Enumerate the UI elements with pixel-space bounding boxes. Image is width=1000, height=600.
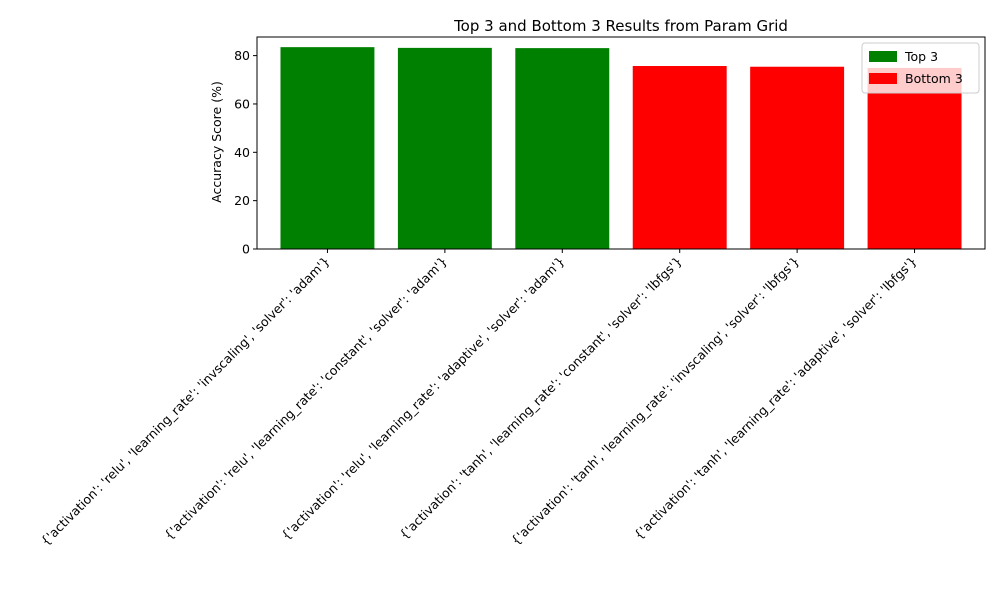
x-tick-label: {'activation': 'tanh', 'learning_rate': … [631, 254, 920, 543]
bar-top-2 [515, 48, 610, 250]
y-tick-label: 40 [234, 145, 250, 160]
legend-swatch-top [869, 51, 897, 62]
legend-label-bottom: Bottom 3 [905, 71, 963, 86]
bar-bottom-3 [632, 66, 727, 249]
bar-bottom-4 [750, 66, 845, 249]
x-tick-label: {'activation': 'tanh', 'learning_rate': … [396, 254, 684, 542]
y-tick-label: 80 [234, 48, 250, 63]
y-tick-label: 0 [242, 242, 250, 257]
legend-label-top: Top 3 [904, 49, 938, 64]
bar-top-1 [397, 47, 492, 249]
y-axis: 0 20 40 60 80 [234, 48, 257, 257]
legend-swatch-bottom [869, 73, 897, 84]
legend: Top 3 Bottom 3 [861, 42, 980, 94]
x-tick-label: {'activation': 'relu', 'learning_rate': … [161, 254, 450, 543]
plot-frame [256, 36, 986, 250]
x-tick-label: {'activation': 'relu', 'learning_rate': … [38, 254, 333, 549]
x-tick-label: {'activation': 'relu', 'learning_rate': … [278, 254, 567, 543]
y-tick-label: 60 [234, 96, 250, 111]
bars [280, 47, 962, 250]
y-tick-label: 20 [234, 193, 250, 208]
chart-title: Top 3 and Bottom 3 Results from Param Gr… [453, 17, 788, 35]
bar-top-0 [280, 47, 375, 250]
bar-bottom-5 [867, 67, 962, 249]
x-tick-label: {'activation': 'tanh', 'learning_rate': … [508, 254, 802, 548]
y-axis-label: Accuracy Score (%) [209, 81, 224, 203]
x-axis: {'activation': 'relu', 'learning_rate': … [38, 249, 920, 548]
